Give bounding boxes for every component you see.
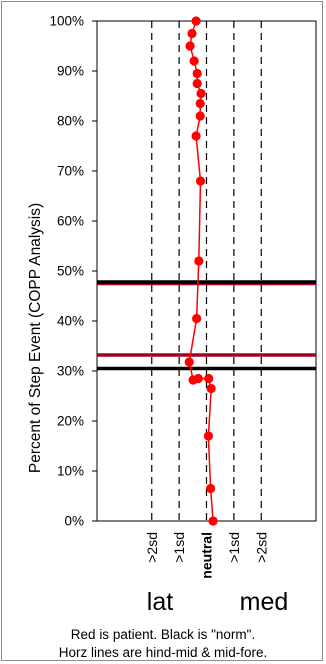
- y-tick-label: 70%: [57, 164, 84, 179]
- data-point: [196, 88, 206, 99]
- y-axis-label: Percent of Step Event (COPP Analysis): [27, 203, 44, 473]
- y-tick-label: 80%: [57, 114, 84, 129]
- data-point: [204, 373, 214, 384]
- grid-layer: [96, 20, 317, 522]
- data-point: [184, 357, 194, 367]
- y-tick-label: 40%: [57, 314, 84, 329]
- direction-label-lat: lat: [147, 588, 173, 616]
- x-axis: >2sd >1sd neutral >1sd >2sd: [144, 532, 270, 579]
- series-layer: [184, 16, 218, 526]
- x-tick-label: >2sd: [253, 532, 269, 563]
- y-tick-label: 100%: [49, 14, 84, 29]
- footnote-line-1: Red is patient. Black is "norm".: [70, 627, 256, 642]
- y-tick-label: 90%: [57, 64, 84, 79]
- data-point: [185, 41, 195, 51]
- horizontal-lines: [97, 280, 316, 371]
- y-axis: 0% 10% 20% 30% 40% 50% 60% 70% 80% 90% 100%: [49, 14, 97, 529]
- x-tick-label: >1sd: [226, 532, 242, 563]
- x-tick-label: >2sd: [144, 532, 160, 563]
- data-point: [195, 176, 206, 186]
- data-point: [192, 68, 202, 79]
- data-point: [192, 78, 202, 89]
- y-tick-label: 20%: [57, 414, 84, 429]
- data-point: [192, 313, 202, 324]
- data-point: [208, 516, 218, 526]
- data-point: [188, 375, 198, 385]
- data-point: [191, 131, 201, 141]
- x-tick-label: >1sd: [171, 532, 187, 563]
- data-point: [189, 56, 199, 66]
- y-tick-label: 0%: [64, 514, 84, 529]
- data-point: [195, 111, 205, 121]
- direction-label-med: med: [240, 588, 289, 616]
- data-point: [206, 483, 216, 494]
- data-point: [195, 98, 205, 109]
- data-point: [203, 431, 214, 441]
- y-tick-label: 60%: [57, 214, 84, 229]
- data-point: [191, 16, 201, 26]
- footnote-line-2: Horz lines are hind-mid & mid-fore.: [58, 645, 268, 660]
- data-point: [194, 256, 204, 266]
- data-point: [206, 383, 216, 394]
- y-tick-label: 30%: [57, 364, 84, 379]
- y-tick-label: 10%: [57, 464, 84, 479]
- x-tick-label: neutral: [199, 532, 215, 579]
- y-tick-label: 50%: [57, 264, 84, 279]
- data-point: [187, 28, 197, 39]
